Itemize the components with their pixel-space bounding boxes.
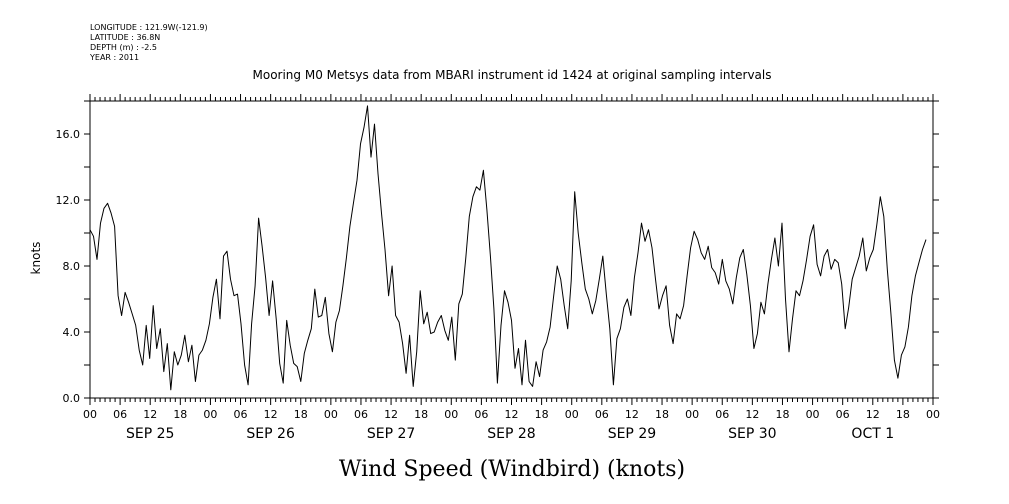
x-hour-label: 00 bbox=[685, 408, 699, 421]
y-axis-label: knots bbox=[29, 242, 43, 275]
x-day-label: OCT 1 bbox=[851, 426, 894, 442]
x-hour-label: 06 bbox=[474, 408, 488, 421]
x-day-label: SEP 25 bbox=[126, 426, 174, 442]
x-hour-label: 06 bbox=[354, 408, 368, 421]
x-axis: 00 06 12 18 00 06 12 18 00 06 12 18 00 06 12 18 00 06 12 18… bbox=[83, 408, 940, 442]
x-day-label: SEP 28 bbox=[487, 426, 535, 442]
x-hour-label: 12 bbox=[866, 408, 880, 421]
chart-title: Mooring M0 Metsys data from MBARI instru… bbox=[253, 68, 772, 82]
x-hour-label: 18 bbox=[896, 408, 910, 421]
x-hour-label: 06 bbox=[113, 408, 127, 421]
x-day-label: SEP 30 bbox=[728, 426, 776, 442]
depth-label: DEPTH (m) : -2.5 bbox=[90, 43, 157, 52]
y-tick-label: 8.0 bbox=[63, 260, 81, 273]
x-hour-label: 12 bbox=[264, 408, 278, 421]
y-tick-label: 0.0 bbox=[63, 392, 81, 405]
x-hour-label: 18 bbox=[775, 408, 789, 421]
x-hour-label: 00 bbox=[444, 408, 458, 421]
latitude-label: LATITUDE : 36.8N bbox=[90, 33, 160, 42]
x-hour-label: 18 bbox=[294, 408, 308, 421]
x-hour-label: 00 bbox=[926, 408, 940, 421]
x-hour-label: 06 bbox=[234, 408, 248, 421]
x-hour-label: 18 bbox=[414, 408, 428, 421]
x-hour-label: 00 bbox=[203, 408, 217, 421]
x-day-label: SEP 27 bbox=[367, 426, 415, 442]
x-hour-label: 18 bbox=[535, 408, 549, 421]
x-hour-label: 18 bbox=[173, 408, 187, 421]
x-hour-label: 00 bbox=[806, 408, 820, 421]
y-axis: 0.0 4.0 8.0 12.0 16.0 bbox=[56, 100, 939, 405]
series-layer bbox=[89, 105, 927, 391]
year-label: YEAR : 2011 bbox=[89, 53, 139, 62]
x-hour-label: 06 bbox=[715, 408, 729, 421]
x-hour-label: 12 bbox=[745, 408, 759, 421]
y-tick-label: 12.0 bbox=[56, 194, 81, 207]
x-hour-label: 06 bbox=[836, 408, 850, 421]
longitude-label: LONGITUDE : 121.9W(-121.9) bbox=[90, 23, 208, 32]
x-hour-label: 12 bbox=[384, 408, 398, 421]
x-hour-label: 12 bbox=[143, 408, 157, 421]
y-tick-label: 16.0 bbox=[56, 128, 81, 141]
plot-frame bbox=[89, 94, 934, 405]
y-tick-label: 4.0 bbox=[63, 326, 81, 339]
x-hour-label: 00 bbox=[83, 408, 97, 421]
x-hour-label: 12 bbox=[505, 408, 519, 421]
series-line bbox=[89, 105, 927, 391]
x-hour-label: 06 bbox=[595, 408, 609, 421]
x-hour-label: 18 bbox=[655, 408, 669, 421]
x-day-label: SEP 26 bbox=[246, 426, 295, 442]
plot-border bbox=[89, 100, 934, 399]
x-hour-label: 12 bbox=[625, 408, 639, 421]
header-metadata: LONGITUDE : 121.9W(-121.9) LATITUDE : 36… bbox=[89, 23, 208, 62]
x-hour-label: 00 bbox=[565, 408, 579, 421]
x-hour-label: 00 bbox=[324, 408, 338, 421]
x-day-label: SEP 29 bbox=[608, 426, 656, 442]
x-axis-label: Wind Speed (Windbird) (knots) bbox=[339, 457, 685, 482]
